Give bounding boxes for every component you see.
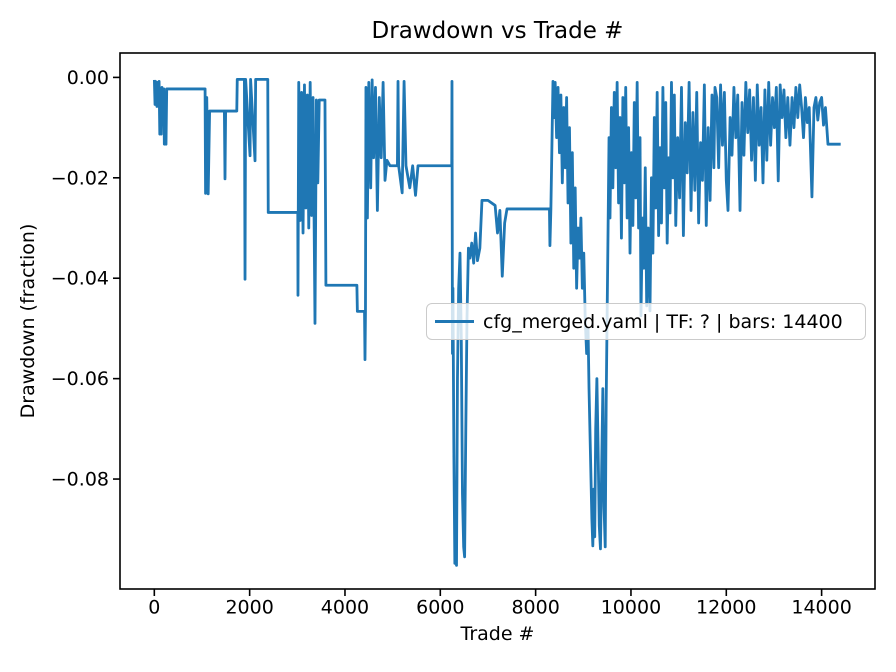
x-tick-label: 12000 bbox=[696, 597, 756, 619]
legend-label: cfg_merged.yaml | TF: ? | bars: 14400 bbox=[483, 310, 843, 333]
y-tick-label: −0.04 bbox=[51, 268, 109, 290]
x-tick-label: 2000 bbox=[225, 597, 273, 619]
x-tick-label: 6000 bbox=[416, 597, 464, 619]
x-tick-label: 4000 bbox=[321, 597, 369, 619]
y-axis-label: Drawdown (fraction) bbox=[17, 223, 39, 419]
x-axis-label: Trade # bbox=[460, 623, 535, 645]
x-tick-label: 0 bbox=[148, 597, 160, 619]
x-tick-label: 8000 bbox=[511, 597, 559, 619]
y-tick-label: 0.00 bbox=[67, 67, 109, 89]
legend-line-sample bbox=[435, 320, 474, 323]
x-tick-label: 14000 bbox=[791, 597, 851, 619]
legend: cfg_merged.yaml | TF: ? | bars: 14400 bbox=[426, 303, 866, 340]
y-tick-label: −0.02 bbox=[51, 167, 109, 189]
chart-title: Drawdown vs Trade # bbox=[371, 18, 624, 44]
y-tick-label: −0.06 bbox=[51, 368, 109, 390]
plot-spines bbox=[119, 52, 876, 590]
drawdown-line bbox=[152, 78, 841, 567]
y-tick-label: −0.08 bbox=[51, 469, 109, 491]
x-tick-label: 10000 bbox=[601, 597, 661, 619]
